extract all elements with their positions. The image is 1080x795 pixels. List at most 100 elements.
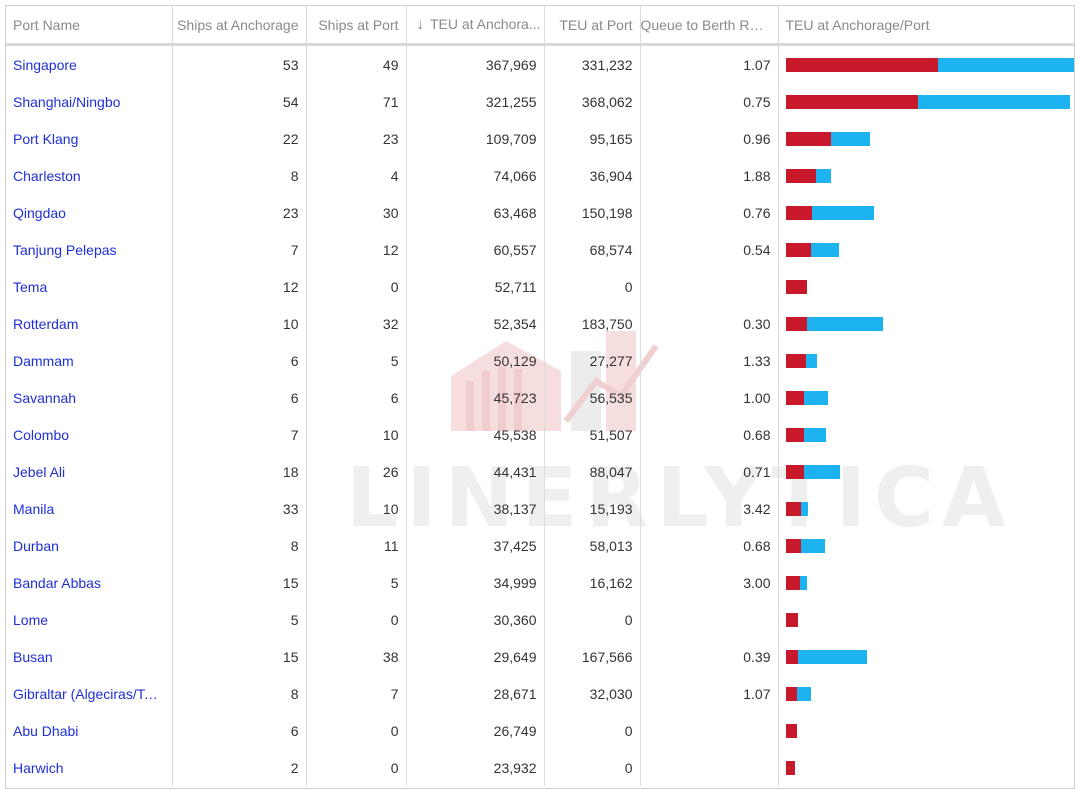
port-name-cell[interactable]: Jebel Ali	[6, 453, 173, 490]
table-row[interactable]: Durban 8 11 37,425 58,013 0.68	[6, 527, 1074, 564]
port-name-cell[interactable]: Tanjung Pelepas	[6, 231, 173, 268]
teu-anchorage-cell: 321,255	[406, 83, 545, 120]
teu-port-bar-segment	[811, 205, 874, 220]
ships-anchorage-cell: 6	[172, 379, 307, 416]
down-arrow-icon: ↓	[416, 16, 425, 33]
column-header-ships-port[interactable]: Ships at Port	[306, 6, 407, 46]
table-row[interactable]: Rotterdam 10 32 52,354 183,750 0.30	[6, 305, 1074, 342]
teu-port-bar-segment	[830, 131, 871, 146]
teu-stacked-bar	[785, 131, 1075, 146]
table-row[interactable]: Gibraltar (Algeciras/Tan... 8 7 28,671 32,03…	[6, 675, 1075, 712]
table-row[interactable]: Dammam 6 5 50,129 27,277 1.33	[6, 342, 1074, 379]
teu-bar-cell	[778, 157, 1074, 194]
teu-port-cell: 36,904	[544, 157, 641, 194]
teu-anchorage-bar-segment	[785, 353, 807, 368]
column-header-teu-anchorage[interactable]: ↓ TEU at Anchora...	[406, 6, 545, 46]
ships-anchorage-cell: 18	[172, 453, 307, 490]
teu-bar-cell	[778, 564, 1074, 601]
teu-anchorage-cell: 367,969	[406, 44, 545, 83]
teu-stacked-bar	[785, 760, 1075, 775]
queue-ratio-cell: 0.68	[640, 416, 779, 453]
table-row[interactable]: Lome 5 0 30,360 0	[6, 601, 1074, 638]
teu-port-bar-segment	[937, 57, 1074, 72]
teu-port-cell: 58,013	[544, 527, 641, 564]
teu-anchorage-bar-segment	[785, 538, 801, 553]
queue-ratio-cell: 3.00	[640, 564, 779, 601]
table-row[interactable]: Port Klang 22 23 109,709 95,165 0.96	[6, 120, 1075, 157]
queue-ratio-cell	[640, 749, 779, 786]
port-name-cell[interactable]: Rotterdam	[6, 305, 173, 342]
table-body: Singapore 53 49 367,969 331,232 1.07 Shanghai/…	[6, 44, 1075, 786]
ships-port-cell: 30	[306, 194, 407, 231]
ships-anchorage-cell: 2	[172, 749, 307, 786]
port-name-cell[interactable]: Colombo	[6, 416, 173, 453]
teu-port-bar-segment	[807, 316, 884, 331]
teu-bar-cell	[778, 749, 1075, 786]
port-name-cell[interactable]: Qingdao	[6, 194, 173, 231]
teu-stacked-bar	[785, 464, 1075, 479]
port-name-cell[interactable]: Manila	[6, 490, 173, 527]
table-row[interactable]: Tanjung Pelepas 7 12 60,557 68,574 0.54	[6, 231, 1075, 268]
table-row[interactable]: Bandar Abbas 15 5 34,999 16,162 3.00	[6, 564, 1074, 601]
table-row[interactable]: Singapore 53 49 367,969 331,232 1.07	[6, 44, 1074, 84]
table-row[interactable]: Manila 33 10 38,137 15,193 3.42	[6, 490, 1075, 527]
table-row[interactable]: Colombo 7 10 45,538 51,507 0.68	[6, 416, 1074, 453]
teu-bar-cell	[778, 416, 1074, 453]
port-name-cell[interactable]: Durban	[6, 527, 173, 564]
port-name-cell[interactable]: Bandar Abbas	[6, 564, 173, 601]
teu-stacked-bar	[785, 686, 1075, 701]
table-row[interactable]: Jebel Ali 18 26 44,431 88,047 0.71	[6, 453, 1075, 490]
ships-anchorage-cell: 15	[172, 564, 307, 601]
ships-port-cell: 7	[306, 675, 407, 712]
teu-port-cell: 331,232	[544, 44, 641, 83]
teu-port-bar-segment	[806, 353, 818, 368]
port-name-cell[interactable]: Singapore	[6, 44, 173, 83]
port-name-cell[interactable]: Busan	[6, 638, 173, 675]
ships-port-cell: 0	[306, 268, 407, 305]
table-row[interactable]: Harwich 2 0 23,932 0	[6, 749, 1075, 786]
teu-bar-cell	[778, 342, 1074, 379]
teu-anchorage-cell: 74,066	[406, 157, 545, 194]
column-header-teu-anchorage-label: TEU at Anchora...	[430, 16, 541, 32]
column-header-queue-ratio[interactable]: Queue to Berth Ratio	[640, 6, 779, 46]
port-name-cell[interactable]: Shanghai/Ningbo	[6, 83, 173, 120]
teu-stacked-bar	[785, 279, 1075, 294]
ships-port-cell: 4	[306, 157, 407, 194]
port-name-cell[interactable]: Savannah	[6, 379, 173, 416]
port-name-cell[interactable]: Harwich	[6, 749, 173, 786]
port-name-cell[interactable]: Abu Dhabi	[6, 712, 173, 749]
teu-port-bar-segment	[804, 390, 828, 405]
teu-anchorage-bar-segment	[785, 427, 805, 442]
port-name-cell[interactable]: Gibraltar (Algeciras/Tan...	[6, 675, 173, 712]
ships-anchorage-cell: 10	[172, 305, 307, 342]
port-name-cell[interactable]: Charleston	[6, 157, 173, 194]
table-row[interactable]: Qingdao 23 30 63,468 150,198 0.76	[6, 194, 1074, 231]
ships-port-cell: 0	[306, 749, 407, 786]
table-row[interactable]: Busan 15 38 29,649 167,566 0.39	[6, 638, 1074, 675]
port-name-cell[interactable]: Lome	[6, 601, 173, 638]
teu-port-bar-segment	[800, 538, 825, 553]
column-header-teu-port[interactable]: TEU at Port	[544, 6, 641, 46]
port-name-cell[interactable]: Tema	[6, 268, 173, 305]
teu-anchorage-bar-segment	[785, 279, 808, 294]
column-header-ships-anchorage[interactable]: Ships at Anchorage	[172, 6, 307, 46]
table-row[interactable]: Savannah 6 6 45,723 56,535 1.00	[6, 379, 1074, 416]
column-header-teu-bar[interactable]: TEU at Anchorage/Port	[778, 6, 1074, 46]
table-row[interactable]: Tema 12 0 52,711 0	[6, 268, 1075, 305]
teu-anchorage-cell: 44,431	[406, 453, 545, 490]
teu-stacked-bar	[785, 501, 1075, 516]
teu-stacked-bar	[785, 242, 1075, 257]
port-name-cell[interactable]: Port Klang	[6, 120, 173, 157]
port-name-cell[interactable]: Dammam	[6, 342, 173, 379]
teu-bar-cell	[778, 83, 1074, 120]
table-row[interactable]: Charleston 8 4 74,066 36,904 1.88	[6, 157, 1074, 194]
teu-bar-cell	[778, 45, 1074, 84]
teu-bar-cell	[778, 120, 1075, 157]
ships-port-cell: 23	[306, 120, 407, 157]
table-row[interactable]: Shanghai/Ningbo 54 71 321,255 368,062 0.75	[6, 83, 1074, 120]
column-header-port-name[interactable]: Port Name	[6, 6, 173, 46]
teu-anchorage-cell: 34,999	[406, 564, 545, 601]
ships-anchorage-cell: 7	[172, 231, 307, 268]
teu-port-cell: 88,047	[544, 453, 641, 490]
table-row[interactable]: Abu Dhabi 6 0 26,749 0	[6, 712, 1074, 749]
